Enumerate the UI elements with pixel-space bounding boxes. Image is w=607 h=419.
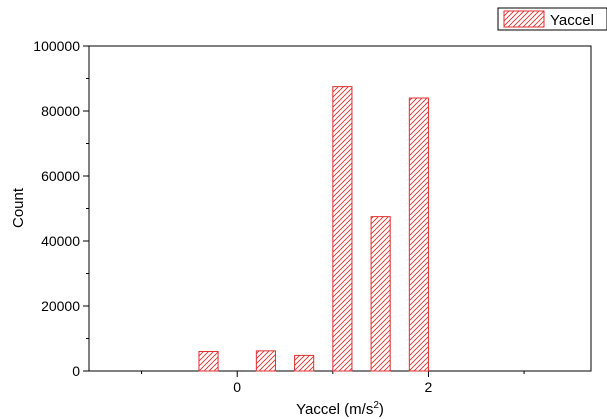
x-axis-title-close: ): [379, 401, 384, 418]
x-tick-label: 2: [425, 379, 433, 395]
bar: [255, 350, 276, 372]
bars-group: [198, 86, 429, 372]
y-axis-ticks: 0 20000 40000 60000 80000 100000: [33, 38, 89, 379]
bar: [198, 351, 219, 372]
x-tick-label: 0: [233, 379, 241, 395]
y-tick-label: 100000: [33, 38, 80, 54]
y-axis-title: Count: [10, 187, 27, 228]
y-tick-label: 20000: [41, 298, 80, 314]
y-tick-label: 80000: [41, 103, 80, 119]
x-axis-title: Yaccel (m/s2): [296, 400, 384, 418]
bar: [332, 86, 353, 372]
legend: Yaccel: [497, 7, 607, 31]
legend-label: Yaccel: [550, 12, 594, 29]
x-axis-title-main: Yaccel (m/s: [296, 401, 373, 418]
y-tick-label: 0: [72, 363, 80, 379]
y-tick-label: 60000: [41, 168, 80, 184]
x-axis-title-superscript: 2: [373, 400, 379, 411]
bar: [370, 216, 391, 372]
legend-swatch: [503, 10, 545, 28]
bar: [408, 97, 429, 372]
bar: [294, 354, 315, 372]
y-tick-label: 40000: [41, 233, 80, 249]
